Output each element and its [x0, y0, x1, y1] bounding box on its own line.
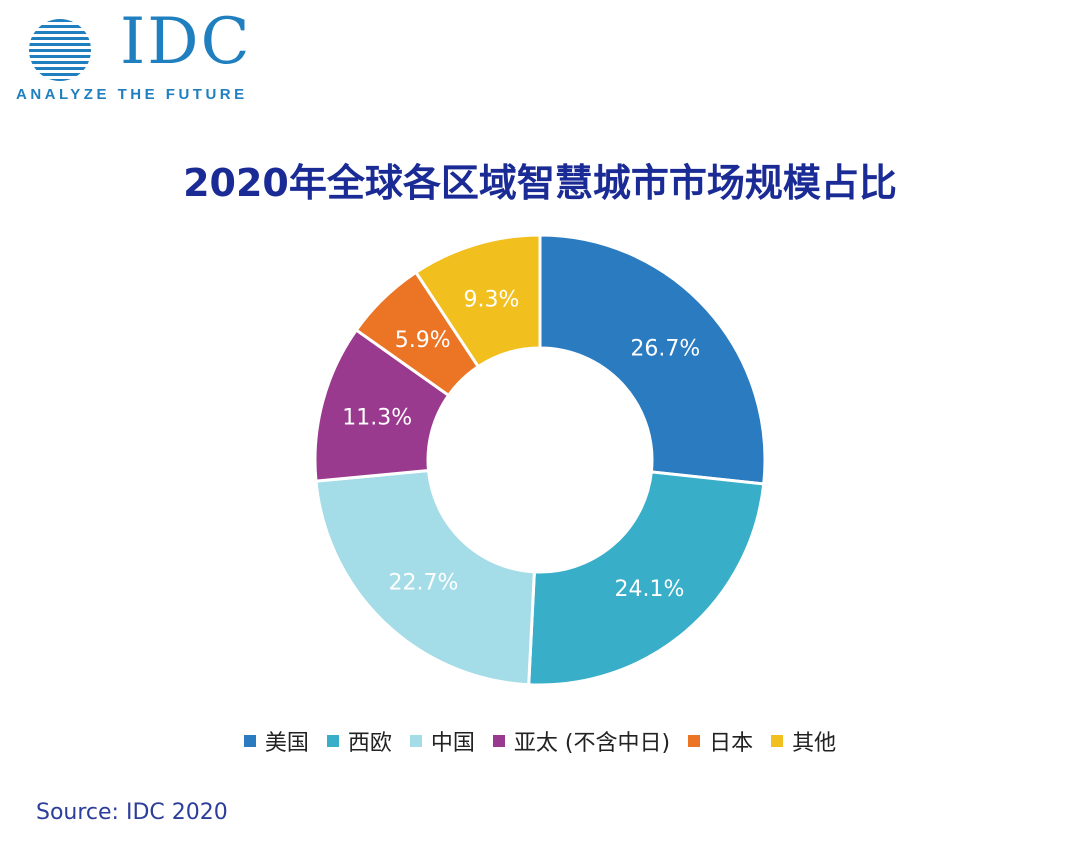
legend-label-3: 亚太 (不含中日): [513, 731, 671, 756]
donut-slice-1: [527, 470, 766, 687]
chart-legend: 美国 西欧 中国 亚太 (不含中日) 日本 其他: [0, 725, 1080, 757]
slice-label-0: 26.7%: [630, 336, 700, 361]
legend-label-2: 中国: [430, 731, 475, 756]
legend-swatch-4: [688, 735, 701, 747]
legend-swatch-0: [243, 735, 256, 747]
legend-item-2: 中国: [409, 725, 475, 757]
legend-label-0: 美国: [264, 731, 309, 756]
idc-globe-icon: [29, 19, 91, 81]
slice-label-5: 9.3%: [464, 288, 520, 313]
legend-item-1: 西欧: [326, 725, 392, 757]
legend-label-1: 西欧: [347, 731, 392, 756]
donut-slice-0: [538, 233, 767, 486]
legend-swatch-5: [771, 735, 784, 747]
slice-label-1: 24.1%: [614, 577, 684, 602]
source-note: Source: IDC 2020: [36, 800, 228, 825]
slice-label-4: 5.9%: [395, 328, 451, 353]
donut-slice-2: [314, 468, 536, 687]
legend-swatch-1: [326, 735, 339, 747]
idc-tagline: ANALYZE THE FUTURE: [16, 86, 248, 103]
legend-item-5: 其他: [771, 725, 836, 757]
legend-label-5: 其他: [792, 731, 837, 756]
idc-wordmark: IDC: [120, 5, 252, 79]
slice-label-3: 11.3%: [342, 406, 412, 431]
legend-item-4: 日本: [688, 725, 753, 757]
chart-title: 2020年全球各区域智慧城市市场规模占比: [183, 161, 897, 205]
legend-label-4: 日本: [709, 731, 754, 756]
idc-logo: IDC ANALYZE THE FUTURE: [14, 10, 254, 104]
legend-swatch-2: [409, 735, 422, 747]
legend-item-0: 美国: [243, 725, 309, 757]
legend-item-3: 亚太 (不含中日): [492, 725, 671, 757]
slice-label-2: 22.7%: [389, 571, 459, 596]
legend-swatch-3: [492, 735, 505, 747]
donut-slice-5: [413, 233, 542, 369]
